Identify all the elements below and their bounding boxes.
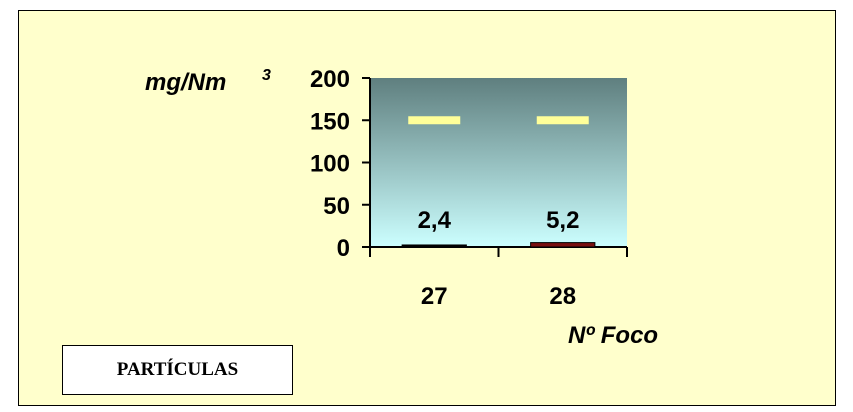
- y-tick-label: 0: [337, 235, 350, 262]
- limit-dash: [536, 116, 589, 125]
- bar-value-label: 5,2: [546, 207, 579, 234]
- x-axis-title: Nº Foco: [568, 322, 658, 349]
- bar-value-label: 2,4: [418, 207, 452, 234]
- y-tick-label: 200: [310, 66, 350, 93]
- x-tick-label: 28: [549, 283, 576, 310]
- bar: [530, 242, 596, 248]
- y-axis: 0 50 100 150 200: [310, 66, 371, 262]
- y-tick-label: 50: [323, 193, 350, 220]
- x-tick-label: 27: [421, 283, 448, 310]
- bar: [401, 244, 467, 248]
- y-axis-title: mg/Nm: [145, 69, 226, 96]
- y-tick-label: 150: [310, 108, 350, 135]
- pollutant-label-box: PARTÍCULAS: [62, 345, 293, 395]
- plot-area: [370, 78, 627, 247]
- y-axis-title-superscript: 3: [262, 67, 271, 84]
- bars: [401, 242, 596, 248]
- limit-dash: [408, 116, 461, 125]
- data-labels: 2,4 5,2: [418, 207, 580, 234]
- x-axis: 27 28: [369, 246, 628, 310]
- limit-lines: [408, 116, 589, 125]
- pollutant-label: PARTÍCULAS: [116, 359, 239, 380]
- y-tick-label: 100: [310, 151, 350, 178]
